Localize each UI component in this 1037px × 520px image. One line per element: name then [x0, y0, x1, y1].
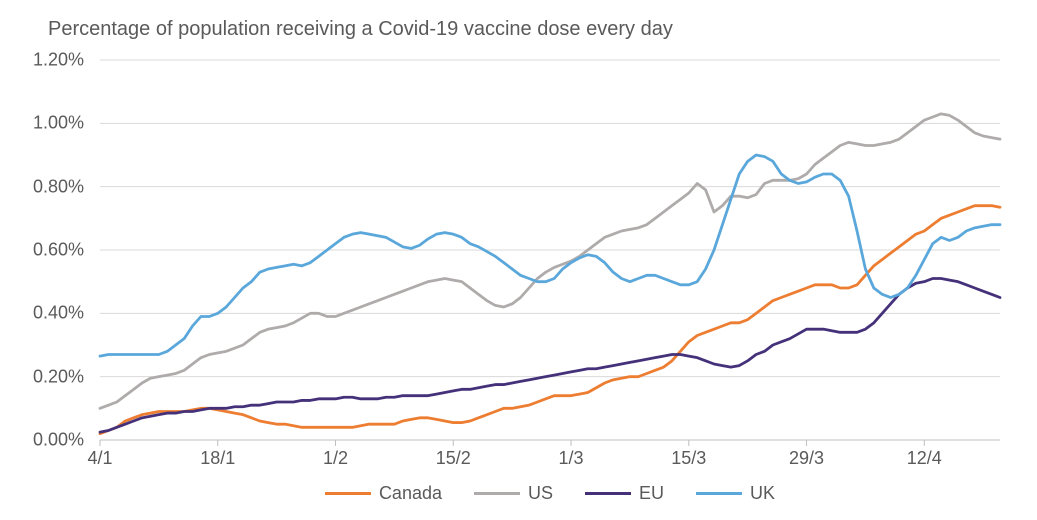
legend-label: EU [639, 483, 664, 504]
y-tick-label: 0.20% [33, 366, 84, 387]
y-tick-label: 0.00% [33, 430, 84, 451]
plot-area [100, 60, 1000, 440]
y-tick-label: 1.00% [33, 113, 84, 134]
legend-label: US [528, 483, 553, 504]
x-tick-label: 1/2 [323, 448, 348, 469]
legend: Canada US EU UK [100, 482, 1000, 504]
y-tick-label: 0.60% [33, 240, 84, 261]
y-tick-label: 0.80% [33, 176, 84, 197]
x-tick-label: 18/1 [200, 448, 235, 469]
chart-container: Percentage of population receiving a Cov… [0, 0, 1037, 520]
x-tick-label: 1/3 [559, 448, 584, 469]
series-line-canada [100, 206, 1000, 434]
x-tick-label: 12/4 [907, 448, 942, 469]
legend-item-uk: UK [696, 483, 775, 504]
legend-item-eu: EU [585, 483, 664, 504]
x-tick-label: 15/3 [671, 448, 706, 469]
x-axis: 4/118/11/215/21/315/329/312/4 [100, 444, 1000, 474]
legend-item-canada: Canada [325, 483, 442, 504]
legend-row: Canada US EU UK [325, 483, 775, 504]
y-tick-label: 0.40% [33, 303, 84, 324]
y-axis: 0.00%0.20%0.40%0.60%0.80%1.00%1.20% [0, 60, 92, 440]
chart-title: Percentage of population receiving a Cov… [48, 18, 673, 41]
legend-swatch-icon [696, 492, 742, 495]
x-tick-label: 29/3 [789, 448, 824, 469]
series-line-uk [100, 155, 1000, 356]
legend-swatch-icon [325, 492, 371, 495]
y-tick-label: 1.20% [33, 50, 84, 71]
legend-label: UK [750, 483, 775, 504]
chart-svg [100, 60, 1000, 450]
legend-swatch-icon [585, 492, 631, 495]
legend-label: Canada [379, 483, 442, 504]
legend-item-us: US [474, 483, 553, 504]
series-line-eu [100, 279, 1000, 433]
legend-swatch-icon [474, 492, 520, 495]
x-tick-label: 15/2 [436, 448, 471, 469]
x-tick-label: 4/1 [87, 448, 112, 469]
